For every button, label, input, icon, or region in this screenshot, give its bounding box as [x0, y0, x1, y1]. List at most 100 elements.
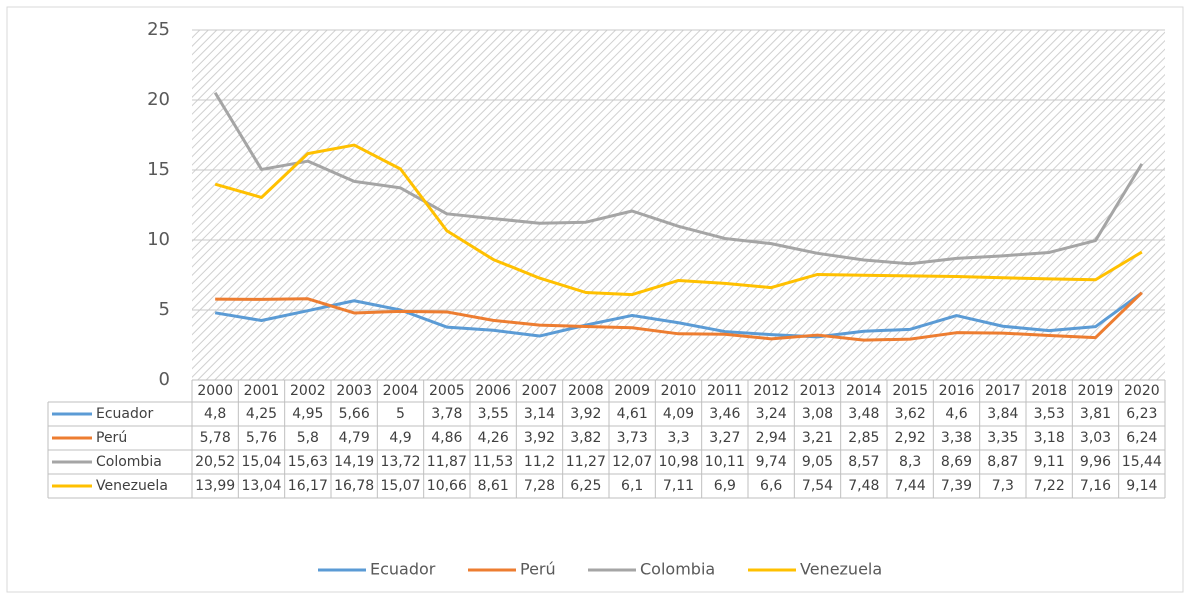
table-value: 5,8 [297, 430, 319, 446]
table-value: 2,92 [895, 430, 926, 446]
table-value: 9,96 [1080, 454, 1111, 470]
x-tick-label: 2003 [336, 383, 372, 399]
x-tick-label: 2018 [1031, 383, 1067, 399]
table-value: 6,23 [1126, 406, 1157, 422]
table-value: 16,78 [334, 478, 374, 494]
y-tick-label: 20 [147, 89, 170, 110]
table-value: 3,27 [709, 430, 740, 446]
x-tick-label: 2008 [568, 383, 604, 399]
table-value: 3,92 [570, 406, 601, 422]
table-value: 3,3 [667, 430, 689, 446]
table-value: 3,38 [941, 430, 972, 446]
table-value: 3,81 [1080, 406, 1111, 422]
x-tick-label: 2000 [197, 383, 233, 399]
y-tick-label: 25 [147, 19, 170, 40]
table-value: 7,3 [992, 478, 1014, 494]
table-value: 6,9 [714, 478, 736, 494]
table-value: 5 [396, 406, 405, 422]
table-value: 4,09 [663, 406, 694, 422]
table-value: 13,04 [241, 478, 281, 494]
x-tick-label: 2015 [892, 383, 928, 399]
table-value: 3,24 [756, 406, 787, 422]
table-value: 2,85 [848, 430, 879, 446]
table-value: 11,2 [524, 454, 555, 470]
y-tick-label: 10 [147, 229, 170, 250]
table-value: 9,74 [756, 454, 787, 470]
table-value: 7,16 [1080, 478, 1111, 494]
x-tick-label: 2005 [429, 383, 465, 399]
x-tick-label: 2001 [244, 383, 280, 399]
table-value: 5,76 [246, 430, 277, 446]
table-value: 4,9 [389, 430, 411, 446]
table-value: 7,54 [802, 478, 833, 494]
table-value: 9,05 [802, 454, 833, 470]
table-value: 3,73 [617, 430, 648, 446]
y-tick-label: 15 [147, 159, 170, 180]
x-tick-label: 2006 [475, 383, 511, 399]
table-value: 3,21 [802, 430, 833, 446]
table-value: 5,66 [339, 406, 370, 422]
table-value: 7,22 [1034, 478, 1065, 494]
series-line [215, 291, 1143, 342]
table-value: 16,17 [288, 478, 328, 494]
table-value: 3,46 [709, 406, 740, 422]
table-value: 3,78 [431, 406, 462, 422]
x-tick-label: 2012 [753, 383, 789, 399]
x-tick-label: 2013 [800, 383, 836, 399]
table-value: 4,26 [478, 430, 509, 446]
table-value: 15,07 [380, 478, 420, 494]
table-value: 3,35 [987, 430, 1018, 446]
table-value: 5,78 [200, 430, 231, 446]
table-value: 4,79 [339, 430, 370, 446]
table-value: 3,08 [802, 406, 833, 422]
table-value: 9,11 [1034, 454, 1065, 470]
x-tick-label: 2002 [290, 383, 326, 399]
table-value: 9,14 [1126, 478, 1157, 494]
x-tick-label: 2019 [1078, 383, 1114, 399]
table-series-name: Perú [96, 430, 127, 446]
x-tick-label: 2017 [985, 383, 1021, 399]
table-value: 8,87 [987, 454, 1018, 470]
table-value: 8,57 [848, 454, 879, 470]
table-value: 7,44 [895, 478, 926, 494]
table-series-name: Colombia [96, 454, 162, 470]
table-value: 8,69 [941, 454, 972, 470]
table-value: 4,86 [431, 430, 462, 446]
table-series-name: Venezuela [96, 478, 168, 494]
series-line [213, 91, 1144, 266]
series-line [214, 291, 1143, 339]
y-tick-label: 5 [159, 299, 170, 320]
table-value: 6,6 [760, 478, 782, 494]
table-value: 3,48 [848, 406, 879, 422]
x-tick-label: 2011 [707, 383, 743, 399]
table-value: 6,24 [1126, 430, 1157, 446]
table-value: 15,04 [241, 454, 281, 470]
x-tick-label: 2009 [614, 383, 650, 399]
legend-label: Venezuela [800, 560, 882, 579]
series-line [214, 143, 1143, 297]
y-tick-label: 0 [159, 369, 170, 390]
table-value: 4,95 [292, 406, 323, 422]
table-value: 7,39 [941, 478, 972, 494]
table-value: 13,99 [195, 478, 235, 494]
table-value: 3,82 [570, 430, 601, 446]
table-value: 3,92 [524, 430, 555, 446]
table-value: 13,72 [380, 454, 420, 470]
table-value: 12,07 [612, 454, 652, 470]
table-value: 10,98 [658, 454, 698, 470]
table-value: 4,61 [617, 406, 648, 422]
table-value: 7,28 [524, 478, 555, 494]
table-value: 15,63 [288, 454, 328, 470]
table-value: 6,25 [570, 478, 601, 494]
table-value: 11,87 [427, 454, 467, 470]
table-value: 4,8 [204, 406, 226, 422]
x-tick-label: 2014 [846, 383, 882, 399]
table-value: 14,19 [334, 454, 374, 470]
table-value: 3,62 [895, 406, 926, 422]
table-value: 3,84 [987, 406, 1018, 422]
table-value: 4,25 [246, 406, 277, 422]
table-value: 2,94 [756, 430, 787, 446]
x-tick-label: 2004 [383, 383, 419, 399]
table-value: 20,52 [195, 454, 235, 470]
